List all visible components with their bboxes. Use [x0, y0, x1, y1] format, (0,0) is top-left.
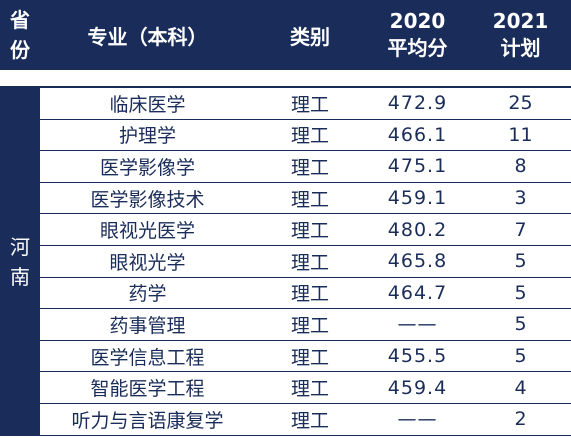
plan-count-cell: 5 [514, 313, 527, 336]
category-cell: 理工 [290, 409, 329, 432]
average-score-cell: 464.7 [387, 281, 448, 304]
plan-count-cell: 2 [514, 408, 527, 431]
major-cell: 药学 [128, 283, 167, 306]
province-char-1: 河 [10, 235, 30, 259]
category-cell: 理工 [290, 314, 329, 337]
major-cell: 临床医学 [109, 93, 186, 116]
major-cell: 眼视光学 [109, 251, 186, 274]
table-row: 医学影像技术 理工 459.1 3 [40, 183, 571, 215]
province-cell: 河 南 [0, 88, 40, 436]
plan-count-cell: 4 [514, 376, 527, 399]
category-cell: 理工 [290, 378, 329, 401]
major-cell: 药事管理 [109, 314, 186, 337]
province-char-2: 南 [10, 265, 30, 289]
category-cell: 理工 [290, 188, 329, 211]
header-province: 省 份 [0, 0, 40, 70]
plan-count-cell: 8 [514, 155, 527, 178]
average-score-cell: 472.9 [387, 92, 448, 115]
table-row: 听力与言语康复学 理工 —— 2 [40, 404, 571, 436]
header-province-char-1: 省 [10, 8, 30, 32]
plan-count-cell: 7 [514, 218, 527, 241]
plan-count-cell: 5 [514, 250, 527, 273]
major-cell: 听力与言语康复学 [71, 409, 224, 432]
average-score-cell: 459.1 [387, 187, 448, 210]
average-score-cell: 466.1 [387, 123, 448, 146]
table-row: 智能医学工程 理工 459.4 4 [40, 372, 571, 404]
category-cell: 理工 [290, 283, 329, 306]
table-row: 药事管理 理工 —— 5 [40, 309, 571, 341]
category-cell: 理工 [290, 156, 329, 179]
data-table: 河 南 临床医学 理工 472.9 25 护理学 理工 466.1 11 医学影像学 理工 475.… [0, 86, 571, 436]
table-row: 护理学 理工 466.1 11 [40, 120, 571, 152]
table-row: 临床医学 理工 472.9 25 [40, 88, 571, 120]
category-cell: 理工 [290, 346, 329, 369]
header-average: 2020 平均分 [365, 0, 470, 70]
table-row: 眼视光学 理工 465.8 5 [40, 246, 571, 278]
header-spacer [0, 70, 571, 86]
average-score-cell: —— [397, 408, 438, 431]
header-average-label: 平均分 [387, 36, 448, 60]
major-cell: 医学信息工程 [90, 346, 205, 369]
plan-count-cell: 25 [508, 92, 533, 115]
average-score-cell: 455.5 [387, 345, 448, 368]
table-row: 医学影像学 理工 475.1 8 [40, 151, 571, 183]
average-score-cell: 465.8 [387, 250, 448, 273]
major-cell: 眼视光医学 [99, 220, 195, 243]
category-cell: 理工 [290, 93, 329, 116]
category-cell: 理工 [290, 220, 329, 243]
major-cell: 医学影像技术 [90, 188, 205, 211]
average-score-cell: 480.2 [387, 218, 448, 241]
major-cell: 智能医学工程 [90, 378, 205, 401]
table-row: 眼视光医学 理工 480.2 7 [40, 214, 571, 246]
average-score-cell: —— [397, 313, 438, 336]
header-province-char-2: 份 [10, 38, 30, 62]
category-cell: 理工 [290, 125, 329, 148]
major-cell: 医学影像学 [99, 156, 195, 179]
category-cell: 理工 [290, 251, 329, 274]
plan-count-cell: 11 [508, 123, 533, 146]
header-category: 类别 [290, 24, 330, 49]
plan-count-cell: 3 [514, 187, 527, 210]
plan-count-cell: 5 [514, 281, 527, 304]
header-plan: 2021 计划 [470, 0, 571, 70]
header-plan-year: 2021 [492, 9, 549, 33]
table-row: 药学 理工 464.7 5 [40, 278, 571, 310]
table-header: 省 份 专业（本科） 类别 2020 平均分 2021 计划 [0, 0, 571, 70]
major-cell: 护理学 [118, 125, 176, 148]
header-major: 专业（本科） [87, 24, 208, 49]
header-plan-label: 计划 [500, 36, 541, 60]
average-score-cell: 475.1 [387, 155, 448, 178]
plan-count-cell: 5 [514, 345, 527, 368]
table-row: 医学信息工程 理工 455.5 5 [40, 341, 571, 373]
header-average-year: 2020 [389, 9, 446, 33]
average-score-cell: 459.4 [387, 376, 448, 399]
